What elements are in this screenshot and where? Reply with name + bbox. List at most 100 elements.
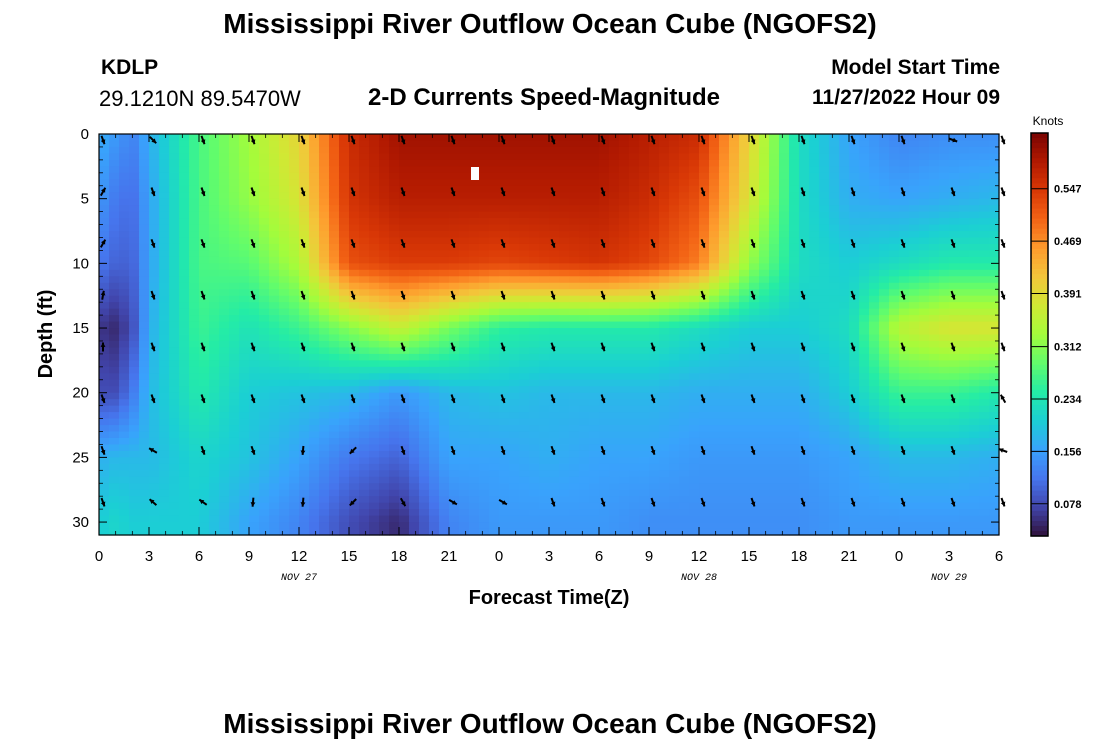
heatmap-cell (109, 134, 120, 142)
heatmap-cell (329, 392, 340, 400)
heatmap-cell (569, 237, 580, 245)
heatmap-cell (289, 276, 300, 284)
heatmap-cell (709, 321, 720, 329)
heatmap-cell (579, 450, 590, 458)
heatmap-cell (359, 205, 370, 213)
heatmap-cell (719, 269, 730, 277)
heatmap-cell (849, 412, 860, 420)
heatmap-cell (759, 431, 770, 439)
heatmap-cell (629, 282, 640, 290)
heatmap-cell (719, 198, 730, 206)
heatmap-cell (899, 366, 910, 374)
heatmap-cell (509, 166, 520, 174)
heatmap-cell (99, 321, 110, 329)
heatmap-cell (279, 302, 290, 310)
heatmap-cell (869, 185, 880, 193)
heatmap-cell (459, 360, 470, 368)
heatmap-cell (819, 483, 830, 491)
heatmap-cell (139, 134, 150, 142)
heatmap-cell (909, 140, 920, 148)
heatmap-cell (259, 159, 270, 167)
heatmap-cell (509, 205, 520, 213)
heatmap-cell (959, 179, 970, 187)
heatmap-cell (579, 192, 590, 200)
heatmap-cell (219, 192, 230, 200)
heatmap-cell (429, 146, 440, 155)
heatmap-cell (519, 243, 530, 252)
heatmap-cell (719, 353, 730, 361)
heatmap-cell (979, 179, 990, 187)
heatmap-cell (689, 211, 700, 219)
heatmap-cell (499, 489, 510, 497)
heatmap-cell (939, 328, 950, 336)
heatmap-cell (179, 412, 190, 420)
heatmap-cell (429, 321, 440, 329)
heatmap-cell (309, 405, 320, 413)
heatmap-cell (889, 328, 900, 336)
heatmap-cell (879, 302, 890, 310)
heatmap-cell (949, 425, 960, 433)
heatmap-cell (609, 263, 620, 271)
heatmap-cell (699, 269, 710, 277)
heatmap-cell (179, 373, 190, 381)
heatmap-cell (139, 185, 150, 193)
heatmap-cell (569, 243, 580, 252)
heatmap-cell (419, 308, 430, 316)
heatmap-cell (339, 392, 350, 400)
heatmap-cell (489, 334, 500, 342)
heatmap-cell (519, 321, 530, 329)
heatmap-cell (939, 463, 950, 471)
heatmap-cell (609, 256, 620, 264)
heatmap-cell (539, 224, 550, 232)
heatmap-cell (419, 373, 430, 381)
heatmap-cell (819, 379, 830, 387)
heatmap-cell (509, 347, 520, 355)
heatmap-cell (99, 347, 110, 355)
heatmap-cell (249, 340, 260, 349)
heatmap-cell (879, 308, 890, 316)
heatmap-cell (369, 366, 380, 374)
heatmap-cell (399, 444, 410, 452)
heatmap-cell (379, 302, 390, 310)
heatmap-cell (569, 463, 580, 471)
speed-heatmap (99, 134, 1000, 536)
heatmap-cell (279, 198, 290, 206)
heatmap-cell (879, 360, 890, 368)
heatmap-cell (189, 250, 200, 258)
heatmap-cell (399, 476, 410, 484)
heatmap-cell (539, 276, 550, 284)
heatmap-cell (839, 463, 850, 471)
heatmap-cell (149, 360, 160, 368)
heatmap-cell (669, 276, 680, 284)
heatmap-cell (779, 444, 790, 452)
heatmap-cell (139, 166, 150, 174)
heatmap-cell (479, 347, 490, 355)
heatmap-cell (699, 224, 710, 232)
heatmap-cell (109, 373, 120, 381)
heatmap-cell (159, 444, 170, 452)
heatmap-cell (849, 386, 860, 394)
heatmap-cell (179, 334, 190, 342)
heatmap-cell (379, 470, 390, 478)
heatmap-cell (789, 399, 800, 407)
heatmap-cell (279, 373, 290, 381)
heatmap-cell (449, 470, 460, 478)
heatmap-cell (849, 476, 860, 484)
heatmap-cell (489, 489, 500, 497)
heatmap-cell (339, 450, 350, 458)
heatmap-cell (849, 457, 860, 465)
heatmap-cell (109, 243, 120, 252)
heatmap-cell (899, 340, 910, 349)
heatmap-cell (169, 470, 180, 478)
heatmap-cell (669, 295, 680, 303)
heatmap-cell (329, 276, 340, 284)
heatmap-cell (919, 483, 930, 491)
heatmap-cell (109, 289, 120, 297)
heatmap-cell (949, 237, 960, 245)
heatmap-cell (399, 483, 410, 491)
heatmap-cell (159, 211, 170, 219)
heatmap-cell (519, 334, 530, 342)
heatmap-cell (799, 405, 810, 413)
heatmap-cell (269, 295, 280, 303)
heatmap-cell (549, 476, 560, 484)
